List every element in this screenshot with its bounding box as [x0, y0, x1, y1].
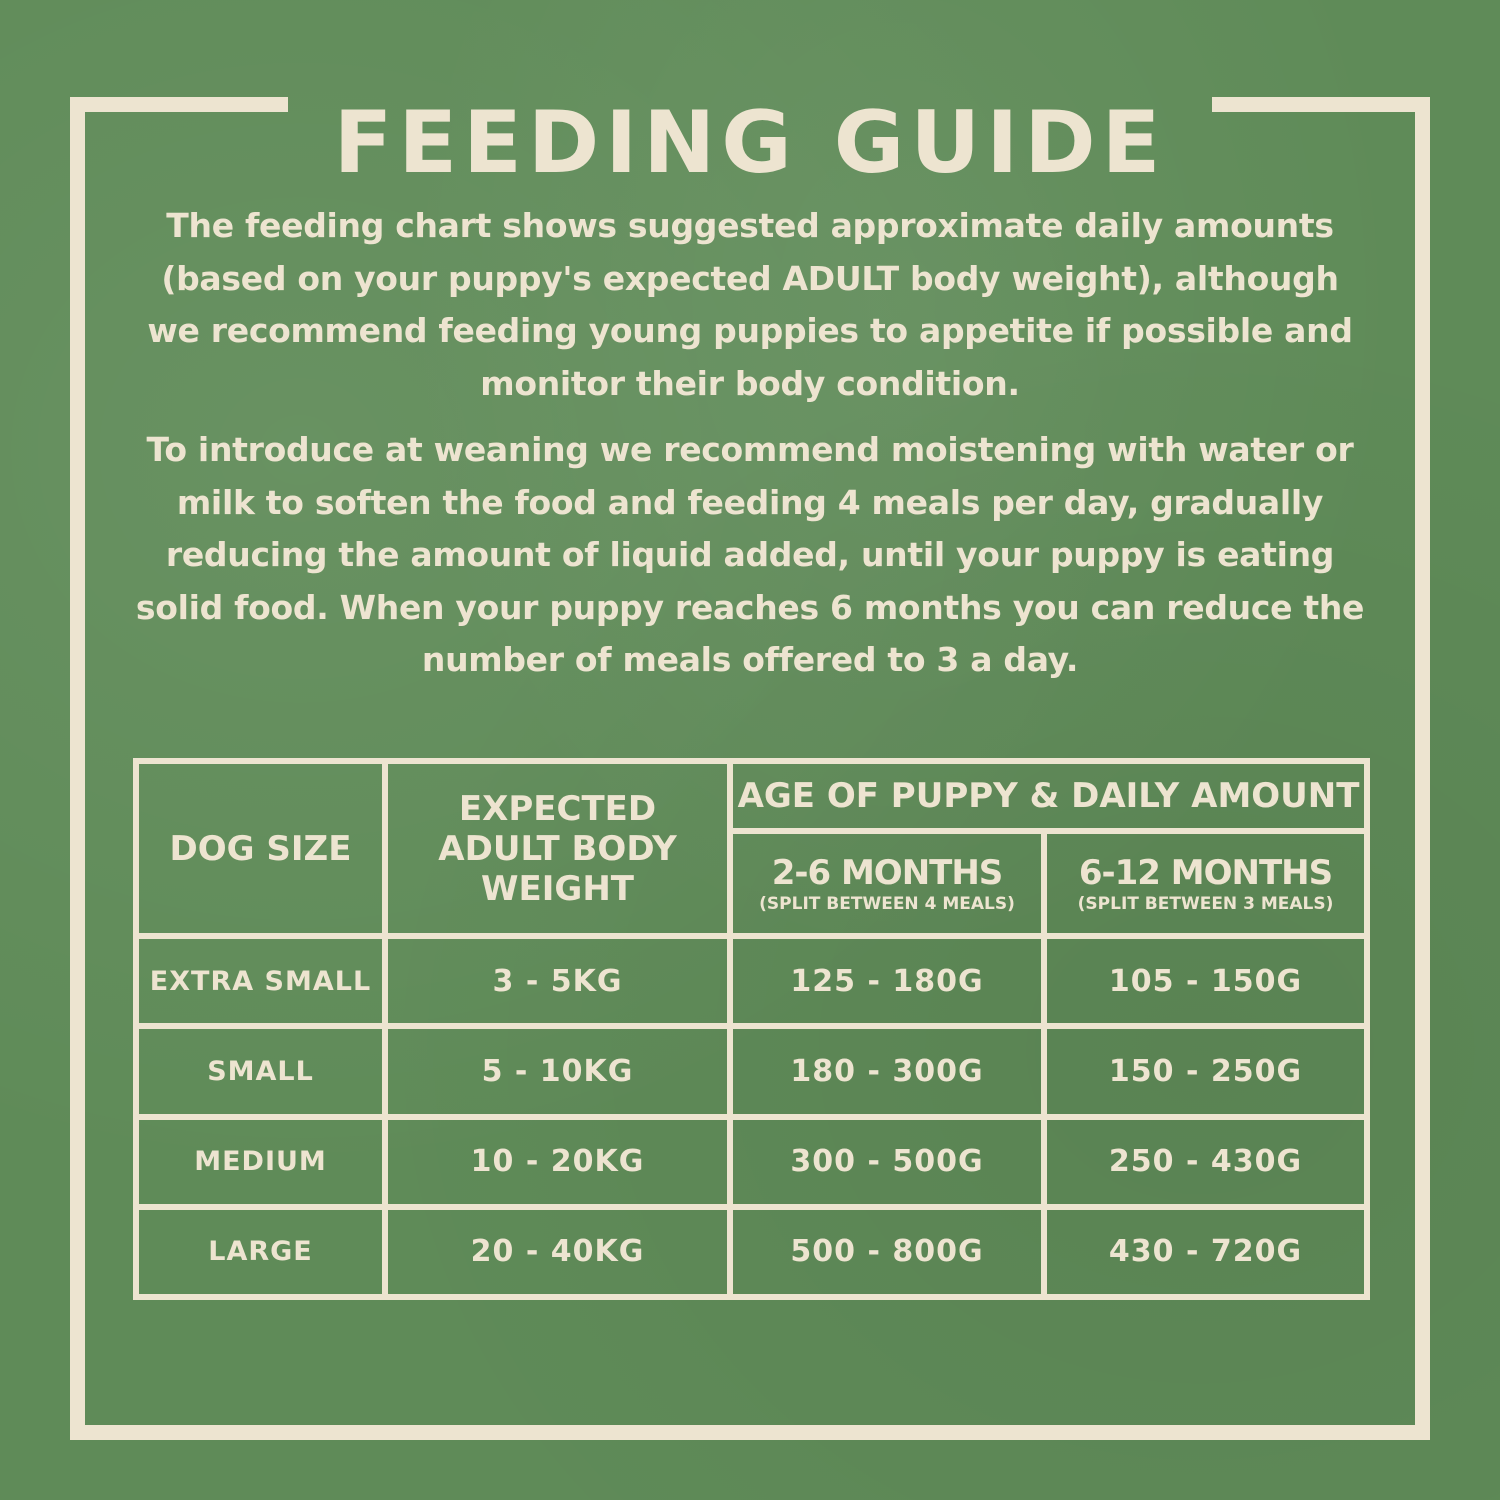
amount-2-6-cell: 125 - 180G [727, 932, 1047, 1030]
size-cell: MEDIUM [133, 1113, 388, 1210]
amount-6-12-cell: 250 - 430G [1040, 1113, 1371, 1210]
frame-top-left [70, 97, 288, 112]
intro-paragraph: The feeding chart shows suggested approx… [147, 206, 1353, 403]
size-cell: EXTRA SMALL [133, 932, 388, 1030]
size-cell: SMALL [133, 1023, 388, 1120]
header-label: 6-12 MONTHS [1078, 852, 1333, 893]
header-note: (SPLIT BETWEEN 4 MEALS) [759, 893, 1015, 914]
frame-left [70, 97, 85, 1440]
header-label: 2-6 MONTHS [771, 852, 1004, 893]
amount-6-12-cell: 105 - 150G [1040, 932, 1371, 1030]
weight-cell: 10 - 20KG [382, 1113, 733, 1210]
header-2-6-months: 2-6 MONTHS (SPLIT BETWEEN 4 MEALS) [727, 828, 1047, 939]
frame-bottom [70, 1425, 1430, 1440]
amount-6-12-cell: 150 - 250G [1040, 1023, 1371, 1120]
header-weight: EXPECTED ADULT BODY WEIGHT [382, 758, 733, 939]
amount-2-6-cell: 500 - 800G [727, 1203, 1047, 1301]
weaning-paragraph: To introduce at weaning we recommend moi… [135, 430, 1365, 679]
header-6-12-months: 6-12 MONTHS (SPLIT BETWEEN 3 MEALS) [1040, 828, 1371, 939]
header-dog-size: DOG SIZE [133, 758, 388, 939]
header-age-group: AGE OF PUPPY & DAILY AMOUNT [726, 758, 1371, 834]
table-row: SMALL 5 - 10KG 180 - 300G 150 - 250G [133, 1023, 1371, 1120]
amount-2-6-cell: 180 - 300G [727, 1023, 1047, 1120]
weight-cell: 20 - 40KG [382, 1203, 733, 1301]
amount-2-6-cell: 300 - 500G [727, 1113, 1047, 1210]
frame-top-right [1212, 97, 1430, 112]
feeding-table: DOG SIZE EXPECTED ADULT BODY WEIGHT AGE … [133, 758, 1371, 1301]
weight-cell: 3 - 5KG [382, 932, 733, 1030]
frame-right [1415, 97, 1430, 1440]
table-row: MEDIUM 10 - 20KG 300 - 500G 250 - 430G [133, 1113, 1371, 1210]
table-row: EXTRA SMALL 3 - 5KG 125 - 180G 105 - 150… [133, 932, 1371, 1030]
size-cell: LARGE [133, 1203, 388, 1301]
header-note: (SPLIT BETWEEN 3 MEALS) [1077, 893, 1334, 914]
weight-cell: 5 - 10KG [382, 1023, 733, 1120]
table-row: LARGE 20 - 40KG 500 - 800G 430 - 720G [133, 1203, 1371, 1301]
amount-6-12-cell: 430 - 720G [1040, 1203, 1371, 1301]
page-title: FEEDING GUIDE [333, 93, 1167, 193]
